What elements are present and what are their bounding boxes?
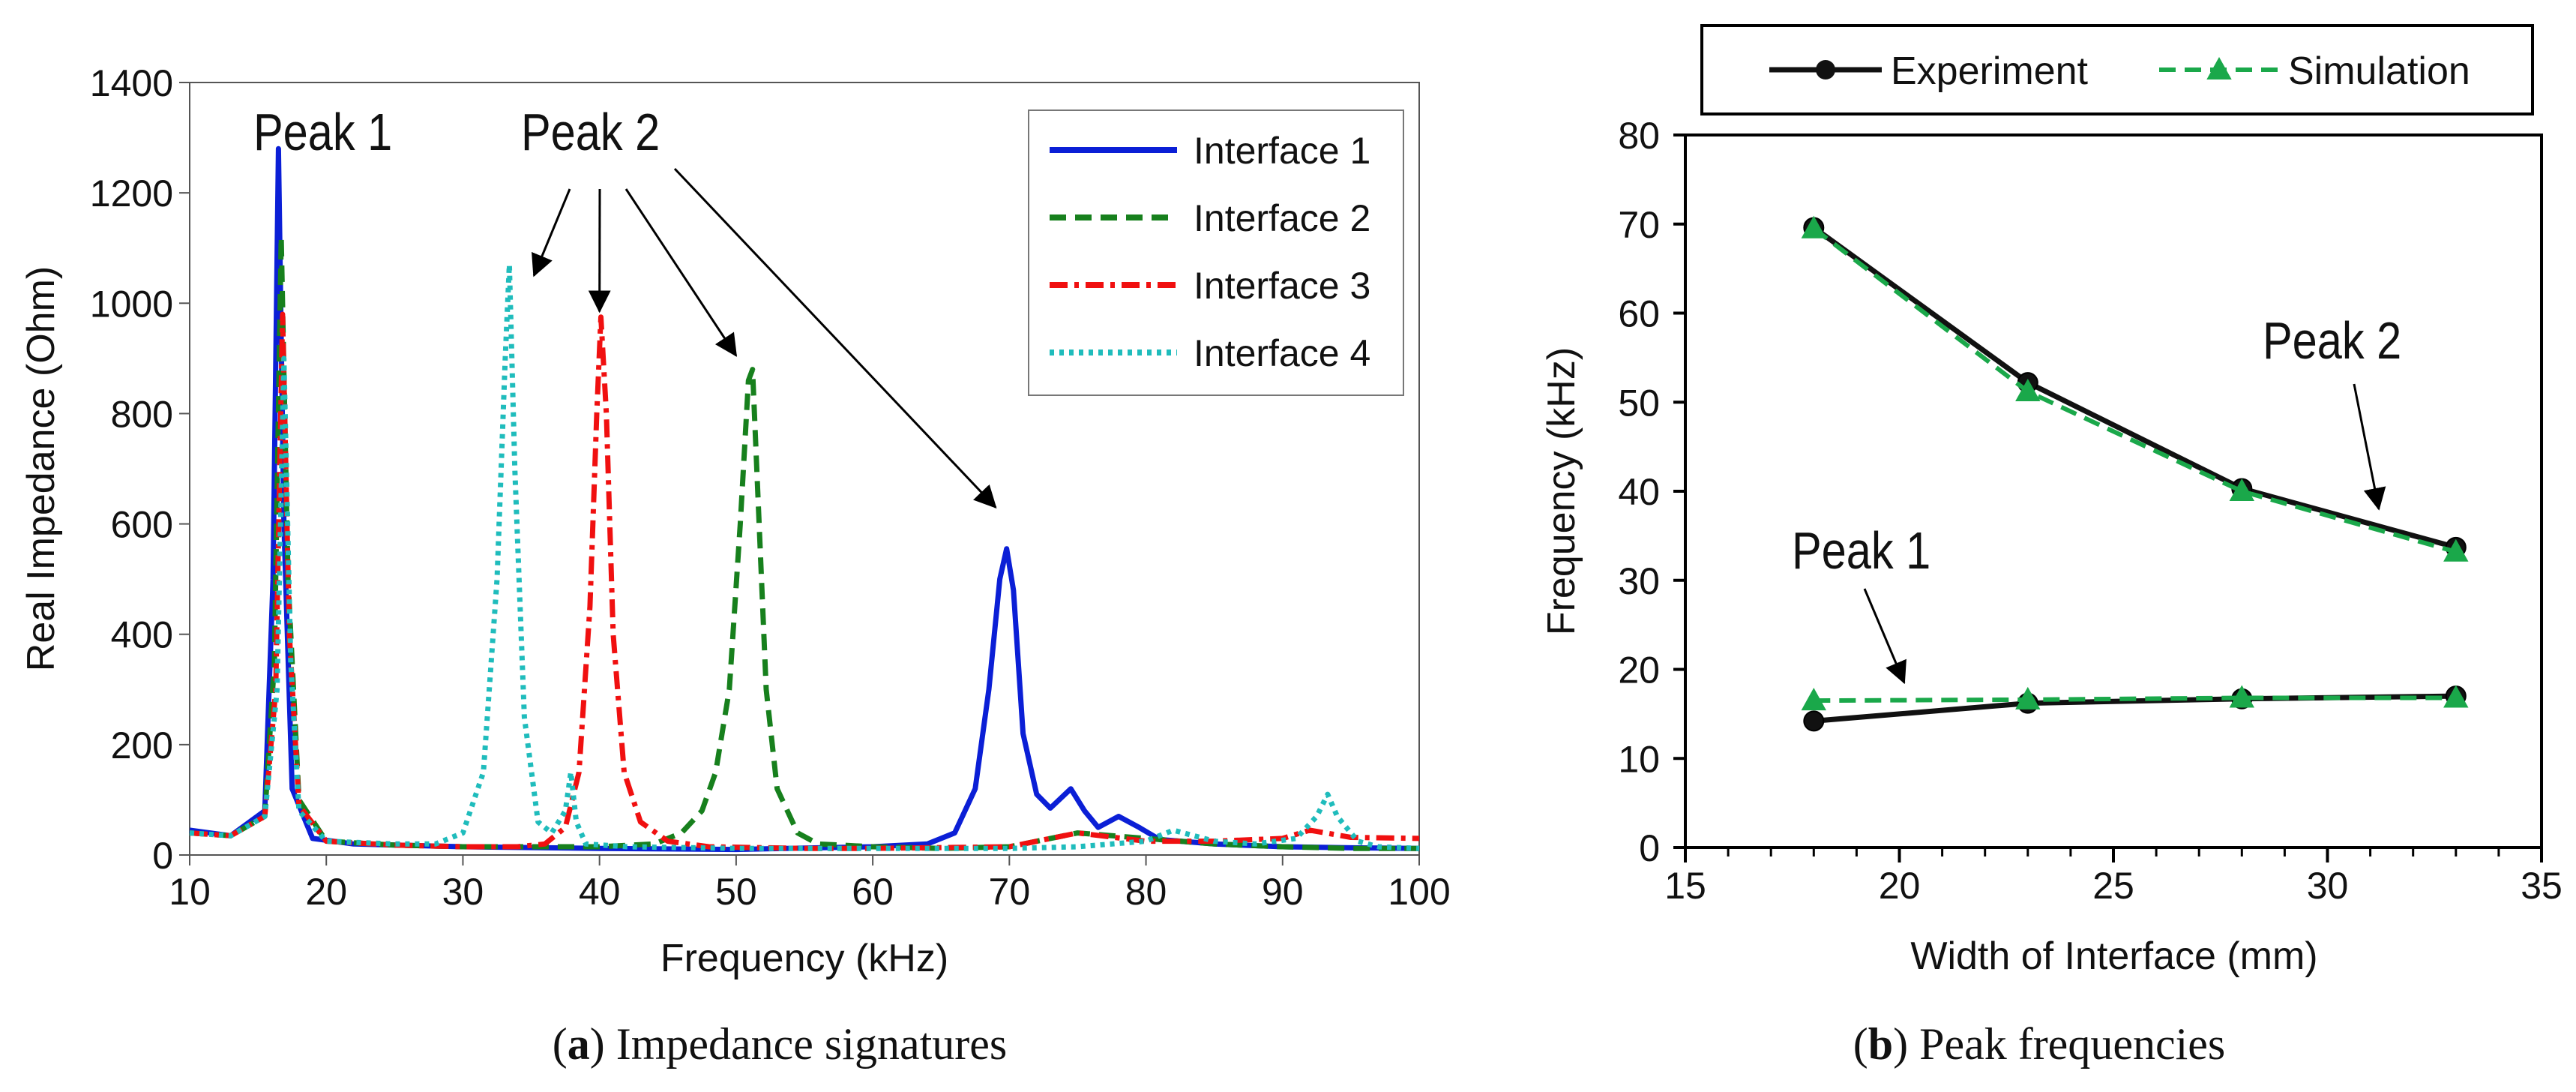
data-point-triangle (2229, 478, 2254, 501)
x-tick-label: 50 (715, 871, 757, 913)
panel-b-caption-close: ) (1893, 1019, 1908, 1069)
panel-b-caption-label: b (1868, 1019, 1893, 1069)
y-tick-label: 10 (1618, 738, 1660, 780)
y-tick-label: 70 (1618, 204, 1660, 246)
panel-a-series (189, 146, 1420, 853)
y-tick-label: 40 (1618, 471, 1660, 513)
peak2-arrow (2353, 383, 2386, 511)
data-point-triangle (2015, 378, 2041, 401)
panel-a-caption-close: ) (590, 1019, 605, 1069)
y-tick-label: 60 (1618, 293, 1660, 335)
panel-a-y-ticks: 0 200 400 600 800 1000 1200 1400 (90, 62, 190, 877)
y-tick-label: 1000 (90, 283, 173, 325)
x-tick-label: 100 (1388, 871, 1450, 913)
y-tick-label: 50 (1618, 382, 1660, 424)
series-line-interface-3 (189, 311, 1420, 851)
x-tick-label: 80 (1125, 871, 1167, 913)
x-tick-label: 30 (442, 871, 484, 913)
x-tick-label: 25 (2092, 865, 2134, 907)
x-tick-label: 40 (579, 871, 621, 913)
legend-label-interface-1: Interface 1 (1194, 130, 1370, 172)
y-tick-label: 0 (1639, 827, 1660, 869)
x-tick-label: 20 (305, 871, 347, 913)
panel-a-annotations: Peak 1 Peak 2 (253, 102, 997, 508)
panel-b-legend: Experiment Simulation (1700, 24, 2534, 116)
panel-a-caption: (a) Impedance signatures (553, 1019, 1007, 1069)
data-point-triangle (2229, 685, 2254, 708)
peak1-arrow (1863, 588, 1907, 685)
data-point-triangle (2443, 538, 2469, 562)
y-tick-label: 80 (1618, 115, 1660, 157)
panel-b-y-axis-label: Frequency (kHz) (1540, 347, 1583, 635)
peak2-arrow (532, 188, 571, 278)
series-line-experiment-peak2 (1812, 225, 2457, 550)
y-tick-label: 800 (111, 393, 173, 435)
panel-a-caption-label: a (568, 1019, 590, 1069)
legend-label-interface-4: Interface 4 (1194, 332, 1370, 374)
panel-b-peak-frequency-chart: 0 10 20 30 40 50 60 70 80 15 20 25 30 35 Peak 2 Peak… (1540, 24, 2563, 1069)
x-tick-label: 20 (1879, 865, 1921, 907)
panel-b-caption-text: Peak frequencies (1908, 1019, 2225, 1069)
panel-a-impedance-chart: 0 200 400 600 800 1000 1200 1400 10 20 30 40 50 60 70… (19, 62, 1451, 1069)
series-line-simulation-peak1 (1814, 695, 2456, 704)
panel-a-legend: Interface 1 Interface 2 Interface 3 Interfa… (1028, 110, 1404, 396)
peak2-arrow (625, 188, 738, 357)
data-point-triangle (2206, 56, 2232, 80)
x-tick-label: 15 (1664, 865, 1706, 907)
y-tick-label: 1400 (90, 62, 173, 104)
panel-a-caption-open: ( (553, 1019, 568, 1069)
data-point-triangle (1801, 688, 1826, 711)
peak2-arrow (673, 167, 997, 508)
y-tick-label: 1200 (90, 172, 173, 214)
panel-b-x-axis-label: Width of Interface (mm) (1910, 934, 2317, 978)
panel-a-caption-text: Impedance signatures (605, 1019, 1007, 1069)
panel-b-series (1801, 215, 2469, 732)
panel-b-arrows (1863, 383, 2386, 685)
panel-b-plot-frame (1684, 134, 2543, 849)
x-tick-label: 30 (2307, 865, 2349, 907)
data-point-circle (1803, 710, 1825, 732)
panel-b-y-ticks: 0 10 20 30 40 50 60 70 80 (1618, 115, 1685, 869)
data-point-triangle (2015, 686, 2041, 710)
legend-label-interface-2: Interface 2 (1194, 197, 1370, 239)
legend-label-simulation: Simulation (2288, 50, 2470, 93)
panel-b-caption: (b) Peak frequencies (1853, 1019, 2225, 1069)
panel-b-caption-open: ( (1853, 1019, 1868, 1069)
legend-label-experiment: Experiment (1891, 50, 2089, 93)
panel-a-legend-box (1028, 110, 1404, 396)
series-line-interface-4 (189, 262, 1420, 851)
legend-label-interface-3: Interface 3 (1194, 265, 1370, 307)
x-tick-label: 90 (1262, 871, 1304, 913)
x-tick-label: 35 (2521, 865, 2563, 907)
y-tick-label: 0 (152, 835, 173, 877)
panel-a-y-axis-label: Real Impedance (Ohm) (19, 266, 63, 671)
panel-b-peak2-label: Peak 2 (2263, 310, 2401, 370)
x-tick-label: 10 (169, 871, 211, 913)
y-tick-label: 600 (111, 504, 173, 546)
panel-a-peak1-label: Peak 1 (253, 102, 392, 161)
data-point-triangle (1801, 215, 1826, 238)
panel-a-peak2-arrows (532, 167, 997, 508)
legend-marker-circle (1816, 60, 1835, 80)
x-tick-label: 70 (989, 871, 1031, 913)
panel-a-x-axis-label: Frequency (kHz) (660, 937, 948, 980)
x-tick-label: 60 (852, 871, 894, 913)
panel-b-peak1-label: Peak 1 (1792, 520, 1931, 580)
y-tick-label: 30 (1618, 560, 1660, 602)
y-tick-label: 20 (1618, 650, 1660, 692)
panel-a-x-ticks: 10 20 30 40 50 60 70 80 90 100 (169, 855, 1451, 913)
series-line-simulation-peak2 (1812, 226, 2457, 554)
panel-b-x-ticks: 15 20 25 30 35 (1664, 848, 2563, 907)
panel-a-peak2-label: Peak 2 (521, 102, 660, 161)
y-tick-label: 200 (111, 724, 173, 766)
panel-b-annotations: Peak 2 Peak 1 (1792, 310, 2401, 685)
data-point-triangle (2443, 685, 2469, 708)
y-tick-label: 400 (111, 614, 173, 656)
